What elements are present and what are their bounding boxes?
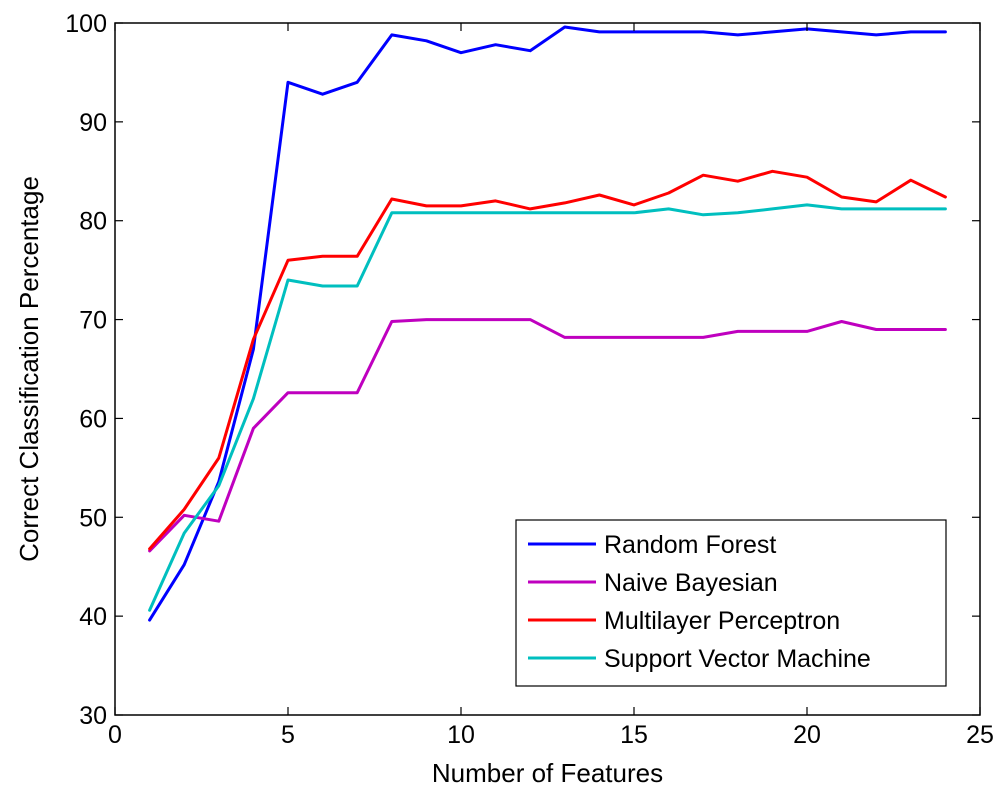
y-tick-label: 90 <box>79 109 107 137</box>
series-line-multilayer-perceptron <box>148 169 947 551</box>
series-line-support-vector-machine <box>148 203 947 612</box>
legend-label: Naive Bayesian <box>604 569 778 597</box>
x-axis-label: Number of Features <box>432 758 663 788</box>
x-tick-label: 20 <box>793 721 821 749</box>
y-tick-label: 100 <box>65 10 107 38</box>
x-tick-label: 5 <box>281 721 295 749</box>
series-line-naive-bayesian <box>148 318 947 553</box>
y-tick-label: 80 <box>79 208 107 236</box>
legend-label: Multilayer Perceptron <box>604 607 840 635</box>
x-tick-label: 10 <box>447 721 475 749</box>
series-line-random-forest <box>148 25 947 622</box>
y-tick-label: 30 <box>79 702 107 730</box>
legend: Random Forest Naive Bayesian Multilayer Pe… <box>515 519 947 687</box>
y-tick-label: 70 <box>79 307 107 335</box>
y-tick-label: 60 <box>79 405 107 433</box>
x-tick-label: 0 <box>108 721 122 749</box>
y-tick-label: 40 <box>79 603 107 631</box>
x-tick-label: 15 <box>620 721 648 749</box>
y-tick-label: 50 <box>79 504 107 532</box>
legend-label: Support Vector Machine <box>604 645 871 673</box>
x-tick-label: 25 <box>966 721 994 749</box>
axis-ticks: 0 5 10 15 20 25 30 40 50 60 70 80 90 100 <box>65 10 994 749</box>
y-axis-label: Correct Classification Percentage <box>14 176 44 562</box>
legend-label: Random Forest <box>604 531 776 559</box>
series-lines <box>148 25 947 622</box>
